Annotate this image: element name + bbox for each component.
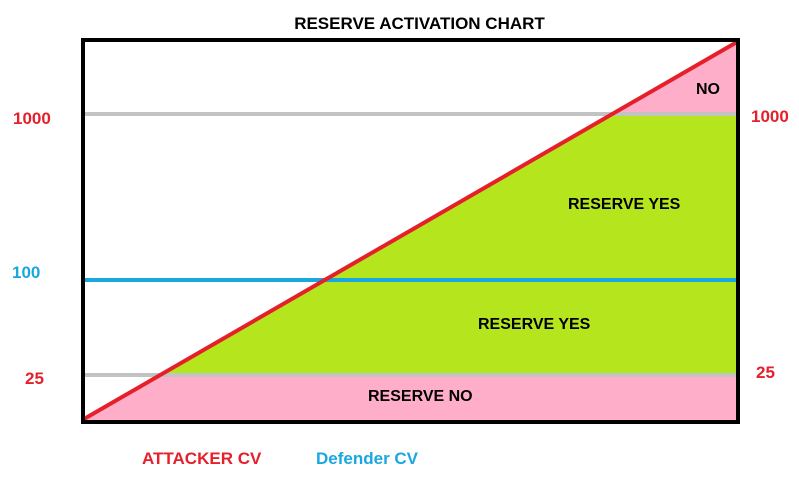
chart-frame (81, 38, 740, 424)
left-label-25: 25 (25, 369, 44, 388)
attacker-cv-line (83, 40, 738, 421)
left-label-100: 100 (12, 263, 41, 282)
reserve-yes-region (160, 114, 737, 375)
reserve-yes-upper-label: RESERVE YES (568, 196, 681, 213)
reserve-no-bottom-region (84, 375, 737, 421)
chart-title: RESERVE ACTIVATION CHART (294, 14, 545, 33)
attacker-cv-legend: ATTACKER CV (142, 449, 262, 468)
left-label-1000: 1000 (13, 109, 51, 128)
defender-cv-legend: Defender CV (316, 449, 419, 468)
right-label-1000: 1000 (751, 107, 789, 126)
reserve-yes-lower-label: RESERVE YES (478, 316, 591, 333)
right-label-25: 25 (756, 363, 775, 382)
no-region-label: NO (696, 81, 720, 98)
reserve-no-label: RESERVE NO (368, 388, 473, 405)
